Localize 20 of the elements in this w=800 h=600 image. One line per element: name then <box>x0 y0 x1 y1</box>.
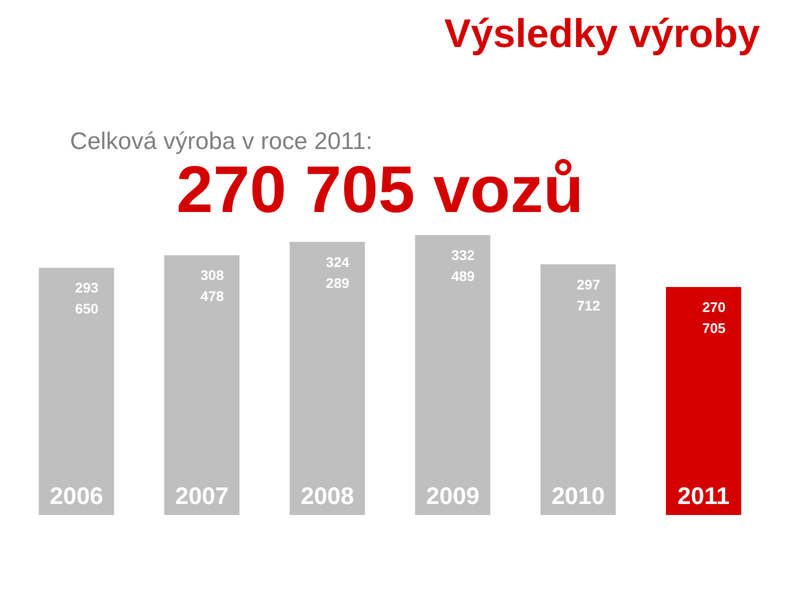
x-tick-label: 2007 <box>175 483 229 510</box>
bar <box>290 242 365 515</box>
data-label: 270 705 <box>702 299 726 336</box>
x-tick-label: 2008 <box>300 483 354 510</box>
bar <box>540 264 616 515</box>
bar <box>415 235 490 515</box>
chart-title: Výsledky výroby <box>444 12 761 56</box>
data-label: 297 712 <box>576 276 600 314</box>
bar <box>164 255 240 515</box>
chart-subtitle: Celková výroba v roce 2011: <box>70 128 372 155</box>
x-tick-label: 2006 <box>50 483 104 510</box>
x-tick-label: 2010 <box>551 483 605 510</box>
x-tick-label: 2011 <box>678 483 730 510</box>
data-label: 332 489 <box>451 247 475 284</box>
bar <box>38 268 114 515</box>
bar <box>666 287 742 515</box>
data-label: 324 289 <box>326 254 350 291</box>
x-tick-label: 2009 <box>426 483 480 510</box>
data-label: 308 478 <box>200 267 224 304</box>
data-label: 293 650 <box>75 280 99 317</box>
